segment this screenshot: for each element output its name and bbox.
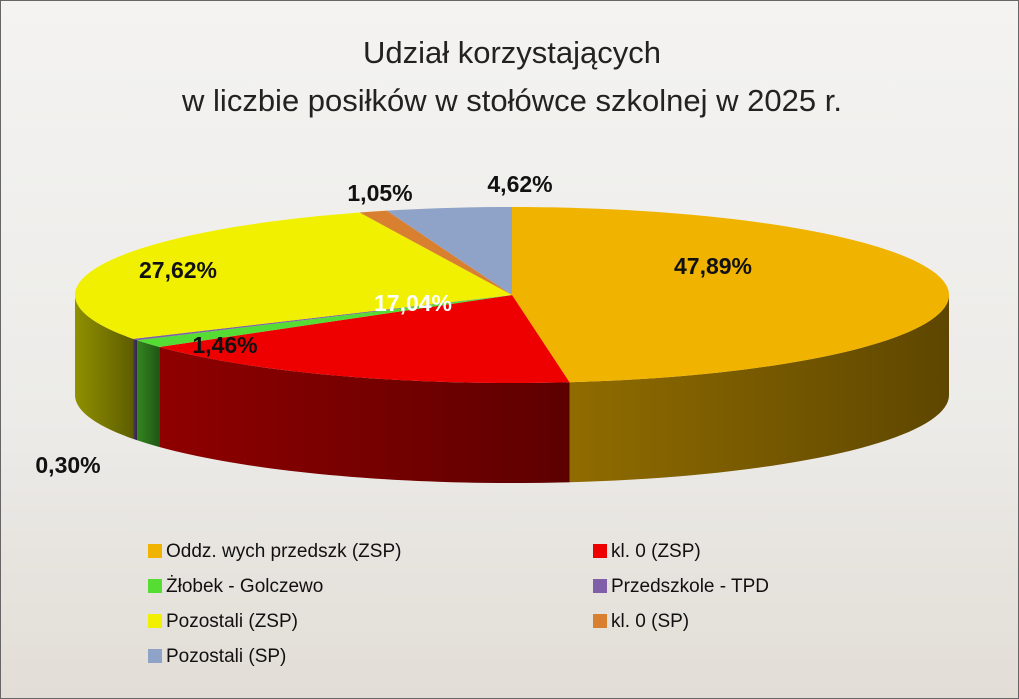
legend-swatch	[148, 544, 162, 558]
slice	[359, 210, 512, 295]
slice	[386, 207, 512, 295]
slice	[75, 212, 513, 339]
slice	[159, 295, 570, 383]
legend-swatch	[148, 649, 162, 663]
data-label: 17,04%	[374, 290, 452, 316]
legend-label: kl. 0 (SP)	[611, 611, 689, 632]
data-label: 27,62%	[139, 257, 217, 283]
slice	[512, 207, 949, 383]
data-label: 1,05%	[347, 180, 412, 206]
legend-label: Przedszkole - TPD	[611, 576, 769, 597]
legend-swatch	[593, 544, 607, 558]
legend-swatch	[148, 614, 162, 628]
legend-label: Oddz. wych przedszk (ZSP)	[166, 541, 401, 562]
slice-side-shade	[569, 295, 949, 483]
slice	[137, 295, 512, 347]
slice	[133, 295, 512, 341]
legend-swatch	[593, 579, 607, 593]
chart-title: Udział korzystających	[363, 35, 661, 70]
data-label: 0,30%	[35, 452, 100, 478]
legend-label: Żłobek - Golczewo	[166, 576, 323, 597]
slice-side-shade	[75, 295, 134, 439]
chart-title: w liczbie posiłków w stołówce szkolnej w…	[181, 83, 842, 118]
legend-label: kl. 0 (ZSP)	[611, 541, 701, 562]
legend-label: Pozostali (SP)	[166, 646, 286, 667]
slice-side-shade	[159, 346, 570, 483]
legend-label: Pozostali (ZSP)	[166, 611, 298, 632]
slice-side-shade	[137, 340, 160, 447]
legend-swatch	[593, 614, 607, 628]
data-label: 47,89%	[674, 253, 752, 279]
slice-side-shade	[133, 338, 138, 441]
data-label: 4,62%	[487, 171, 552, 197]
legend-swatch	[148, 579, 162, 593]
data-label: 1,46%	[192, 332, 257, 358]
